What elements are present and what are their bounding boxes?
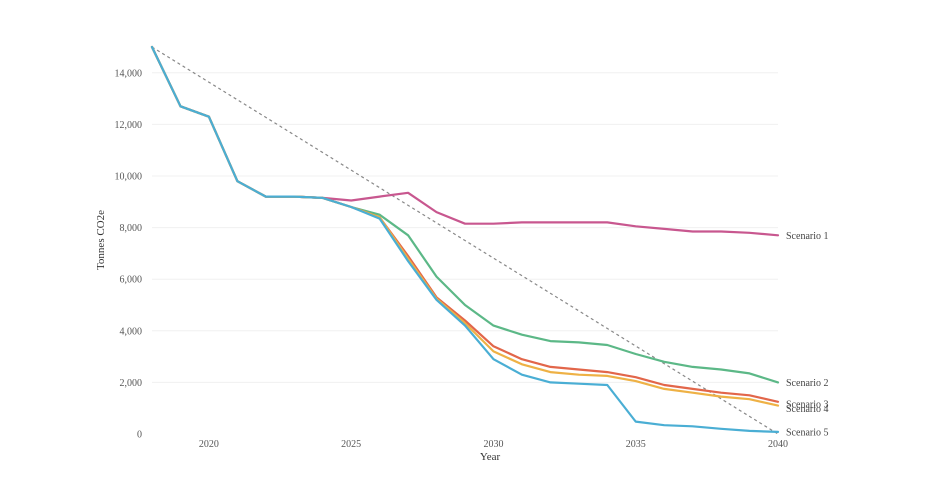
x-tick-label: 2020	[199, 439, 219, 450]
y-tick-label: 10,000	[115, 172, 143, 183]
series-label-4: Scenario 4	[786, 404, 829, 415]
x-tick-label: 2035	[626, 439, 646, 450]
gridlines	[152, 72, 778, 383]
series-layer	[150, 45, 780, 433]
x-tick-label: 2040	[768, 439, 788, 450]
y-tick-label: 14,000	[115, 68, 143, 79]
series-line-4	[150, 45, 780, 407]
x-axis-ticks: 2020 2025 2030 2035 2040	[199, 439, 788, 450]
series-label-1: Scenario 1	[786, 231, 829, 242]
series-line-1	[150, 45, 780, 237]
series-label-3: Scenario 3	[786, 399, 829, 410]
series-line-5	[150, 45, 780, 433]
y-tick-label: 0	[137, 430, 142, 441]
series-label-5: Scenario 5	[786, 427, 829, 438]
y-axis-ticks: 0 2,000 4,000 6,000 8,000 10,000 12,000 14,000	[115, 68, 143, 440]
x-tick-label: 2030	[483, 439, 503, 450]
y-tick-label: 6,000	[120, 275, 143, 286]
x-tick-label: 2025	[341, 439, 361, 450]
y-tick-label: 8,000	[120, 223, 143, 234]
y-axis-title: Tonnes CO2e	[95, 210, 107, 270]
y-tick-label: 2,000	[120, 378, 143, 389]
x-axis-title: Year	[480, 451, 501, 463]
y-tick-label: 12,000	[115, 120, 143, 131]
reference-line-layer	[151, 46, 779, 435]
series-label-2: Scenario 2	[786, 378, 829, 389]
series-line-2	[150, 45, 780, 384]
target-trajectory-line	[151, 46, 779, 435]
y-tick-label: 4,000	[120, 326, 143, 337]
